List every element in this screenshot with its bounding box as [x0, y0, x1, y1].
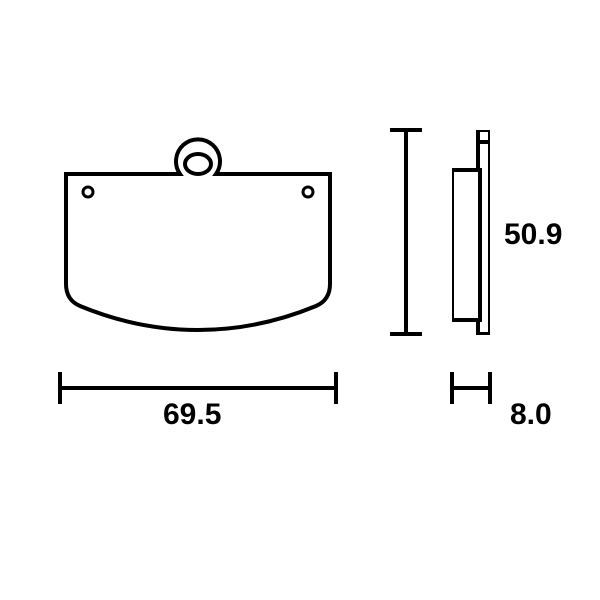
dim-height — [390, 130, 422, 334]
dim-thickness — [452, 372, 490, 404]
dim-thickness-label: 8.0 — [510, 398, 552, 432]
dim-height-label: 50.9 — [504, 218, 562, 252]
dimension-lines — [0, 0, 600, 600]
dim-width-label: 69.5 — [163, 398, 221, 432]
diagram-canvas: 69.5 50.9 8.0 — [0, 0, 600, 600]
